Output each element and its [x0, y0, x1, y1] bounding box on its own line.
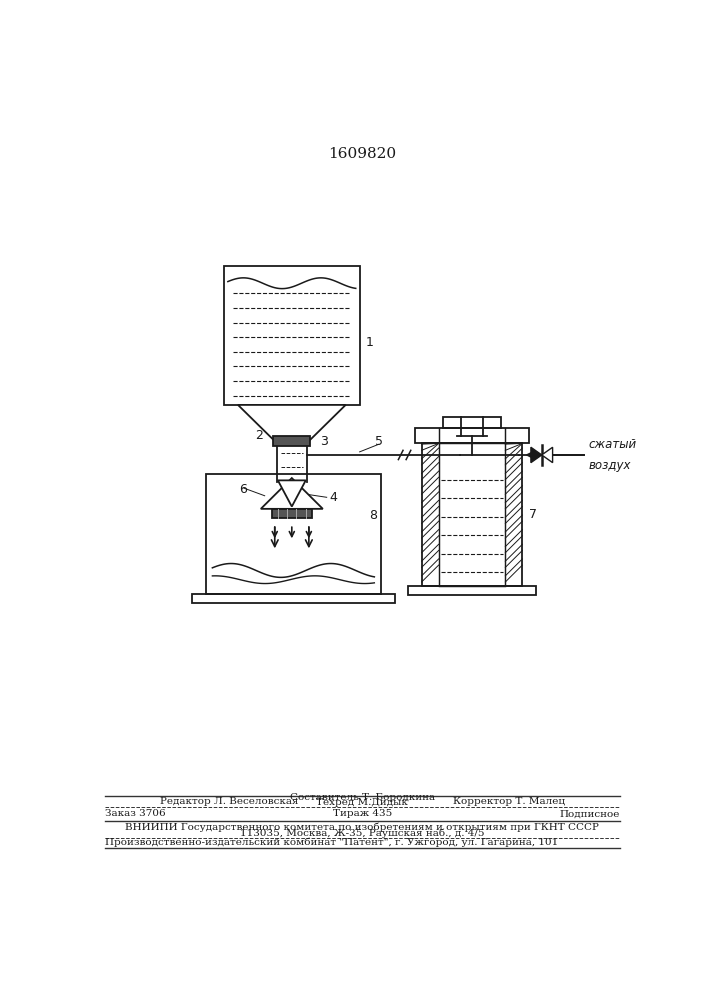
Text: 113035, Москва, Ж-35, Раушская наб., д. 4/5: 113035, Москва, Ж-35, Раушская наб., д. …: [240, 828, 484, 838]
Bar: [421, 443, 522, 586]
Text: Тираж 435: Тираж 435: [333, 809, 392, 818]
Text: 5: 5: [375, 435, 383, 448]
Text: Техред М.Дидык: Техред М.Дидык: [317, 798, 408, 807]
Polygon shape: [278, 480, 305, 507]
Text: 7: 7: [529, 508, 537, 521]
Text: Составитель Т. Бородкина: Составитель Т. Бородкина: [290, 793, 435, 802]
Text: 1609820: 1609820: [328, 147, 396, 161]
Bar: [192, 594, 395, 603]
Polygon shape: [238, 405, 346, 443]
Text: 8: 8: [369, 509, 377, 522]
Text: Редактор Л. Веселовская: Редактор Л. Веселовская: [160, 797, 298, 806]
Bar: [271, 509, 312, 518]
Bar: [443, 417, 501, 428]
Text: Подписное: Подписное: [559, 809, 620, 818]
Text: 4: 4: [329, 491, 337, 504]
Text: 1: 1: [366, 336, 374, 349]
Text: Производственно-издательский комбинат "Патент", г. Ужгород, ул. Гагарина, 101: Производственно-издательский комбинат "П…: [105, 838, 558, 847]
Text: сжатый: сжатый: [588, 438, 636, 451]
Text: 2: 2: [255, 429, 263, 442]
Bar: [206, 474, 380, 594]
Bar: [438, 443, 506, 586]
Text: ВНИИПИ Государственного комитета по изобретениям и открытиям при ГКНТ СССР: ВНИИПИ Государственного комитета по изоб…: [125, 823, 600, 832]
Bar: [416, 428, 529, 443]
Polygon shape: [531, 447, 542, 463]
Bar: [224, 266, 360, 405]
Bar: [273, 436, 310, 446]
Text: воздух: воздух: [588, 459, 631, 472]
Text: Корректор Т. Малец: Корректор Т. Малец: [453, 797, 565, 806]
Text: 6: 6: [239, 483, 247, 496]
Text: 3: 3: [320, 435, 328, 448]
Text: Заказ 3706: Заказ 3706: [105, 809, 165, 818]
Polygon shape: [542, 447, 553, 463]
Bar: [408, 586, 537, 595]
Polygon shape: [261, 478, 323, 509]
